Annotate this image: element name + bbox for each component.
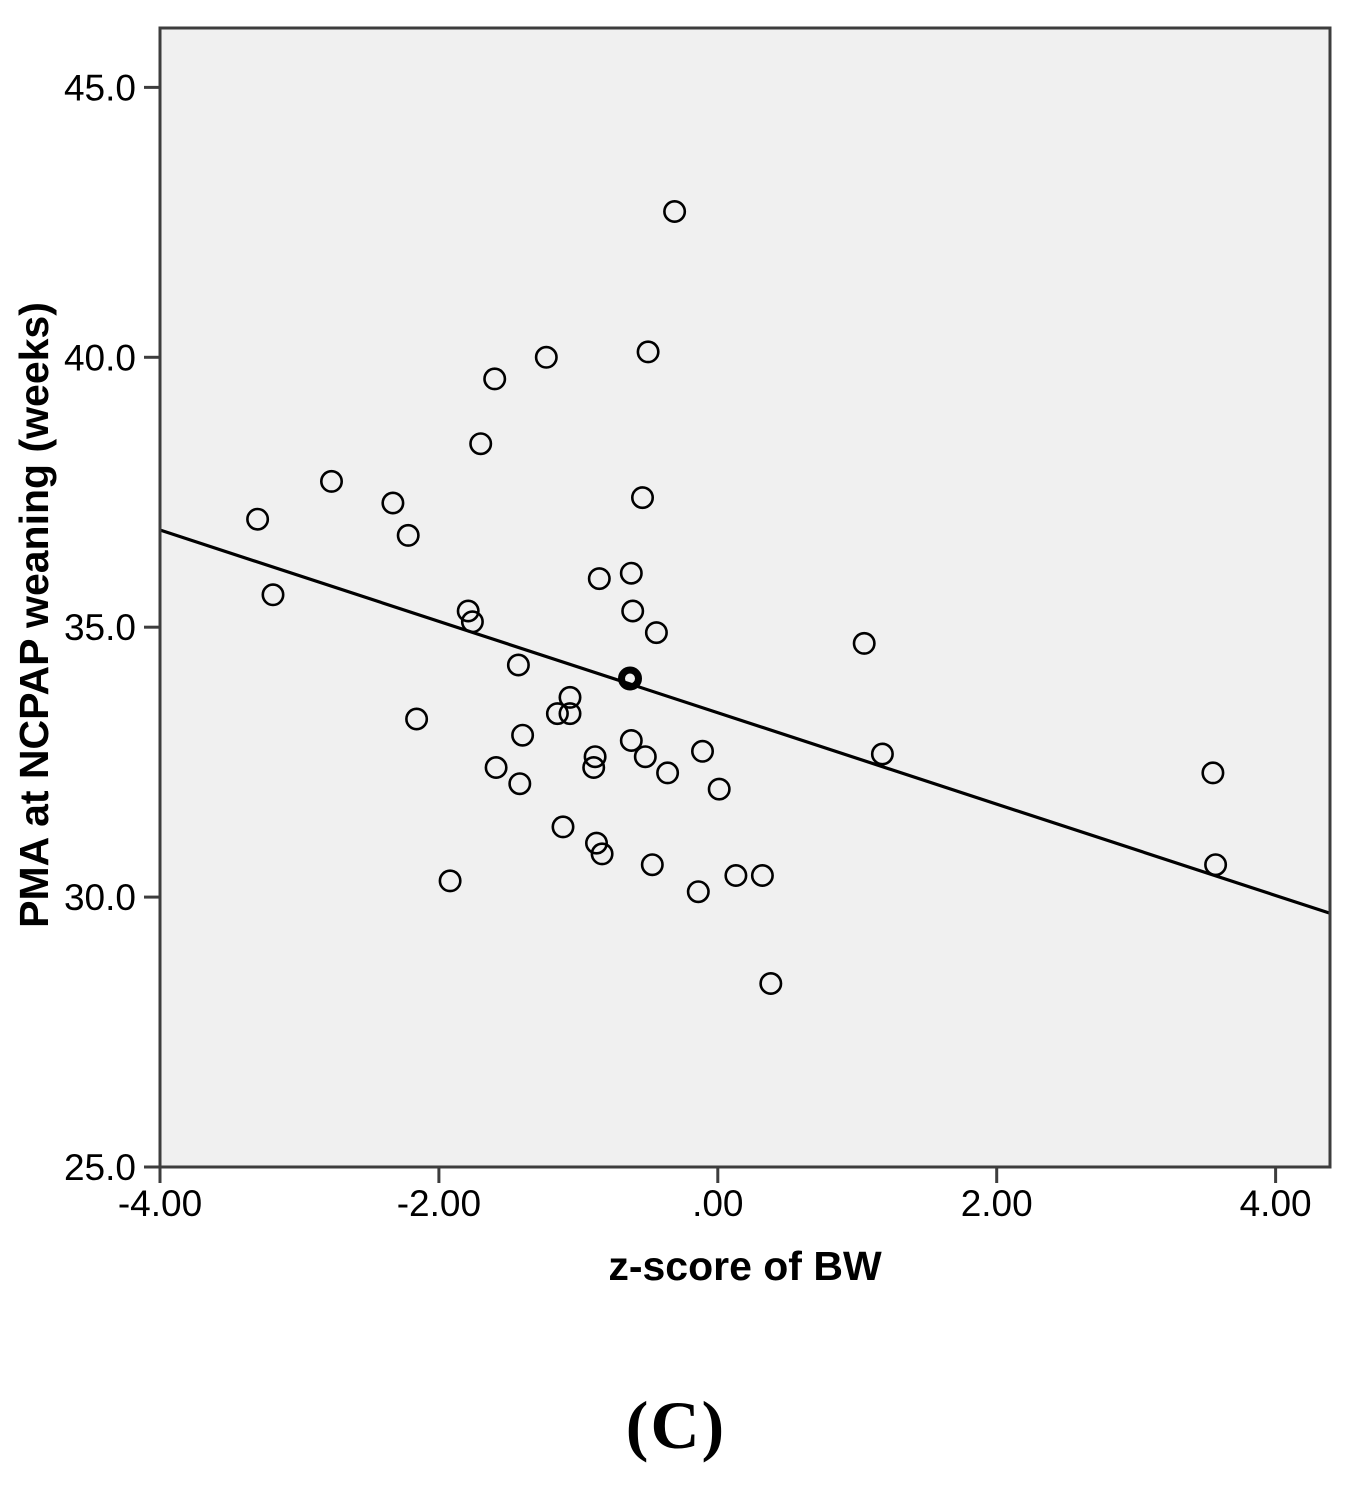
data-point bbox=[534, 345, 558, 369]
y-tick-label: 30.0 bbox=[64, 877, 136, 918]
data-point bbox=[644, 621, 668, 645]
data-point bbox=[483, 367, 507, 391]
y-tick-label: 35.0 bbox=[64, 607, 136, 648]
data-point bbox=[621, 599, 645, 623]
data-point bbox=[511, 723, 535, 747]
data-point bbox=[396, 523, 420, 547]
data-point bbox=[545, 702, 569, 726]
y-tick-label: 25.0 bbox=[64, 1147, 136, 1188]
data-point bbox=[630, 486, 654, 510]
data-point bbox=[484, 755, 508, 779]
data-point bbox=[558, 702, 582, 726]
data-point bbox=[619, 728, 643, 752]
data-point bbox=[1204, 853, 1228, 877]
x-tick-label: 4.00 bbox=[1240, 1183, 1312, 1224]
data-point bbox=[619, 561, 643, 585]
figure-caption: (C) bbox=[626, 1387, 726, 1463]
y-axis-title: PMA at NCPAP weaning (weeks) bbox=[11, 302, 57, 928]
data-point bbox=[551, 815, 575, 839]
data-point bbox=[456, 599, 480, 623]
data-point bbox=[584, 831, 608, 855]
y-tick-label: 45.0 bbox=[64, 67, 136, 108]
data-point bbox=[870, 742, 894, 766]
data-point bbox=[640, 853, 664, 877]
data-point bbox=[690, 739, 714, 763]
data-point bbox=[686, 880, 710, 904]
x-tick-label: 2.00 bbox=[961, 1183, 1033, 1224]
y-tick-label: 40.0 bbox=[64, 337, 136, 378]
data-point bbox=[381, 491, 405, 515]
data-point bbox=[707, 777, 731, 801]
data-point bbox=[1201, 761, 1225, 785]
data-point bbox=[246, 507, 270, 531]
plot-area bbox=[160, 28, 1330, 1167]
data-point bbox=[469, 432, 493, 456]
data-point bbox=[405, 707, 429, 731]
data-point bbox=[438, 869, 462, 893]
data-point bbox=[663, 200, 687, 224]
data-point bbox=[460, 610, 484, 634]
data-point bbox=[759, 971, 783, 995]
data-point bbox=[508, 772, 532, 796]
data-point bbox=[633, 745, 657, 769]
data-point bbox=[636, 340, 660, 364]
x-axis-title: z-score of BW bbox=[608, 1243, 882, 1289]
x-tick-label: -4.00 bbox=[118, 1183, 202, 1224]
data-point bbox=[319, 469, 343, 493]
data-point-overplotted bbox=[618, 666, 642, 691]
data-point bbox=[750, 863, 774, 887]
data-point bbox=[590, 842, 614, 866]
data-point bbox=[587, 567, 611, 591]
trend-line bbox=[159, 528, 1331, 915]
scatter-points bbox=[246, 200, 1228, 995]
x-tick-label: -2.00 bbox=[397, 1183, 481, 1224]
data-point bbox=[506, 653, 530, 677]
y-axis-ticks: 25.0 30.0 35.0 40.0 45.0 bbox=[64, 67, 159, 1188]
x-axis-ticks: -4.00 -2.00 .00 2.00 4.00 bbox=[118, 1168, 1312, 1224]
data-point bbox=[582, 755, 606, 779]
x-tick-label: .00 bbox=[692, 1183, 743, 1224]
data-point bbox=[558, 685, 582, 709]
data-point bbox=[852, 631, 876, 655]
data-point bbox=[656, 761, 680, 785]
data-point bbox=[583, 745, 607, 769]
data-point bbox=[261, 583, 285, 607]
data-point bbox=[724, 863, 748, 887]
plot-frame bbox=[158, 26, 1332, 1169]
